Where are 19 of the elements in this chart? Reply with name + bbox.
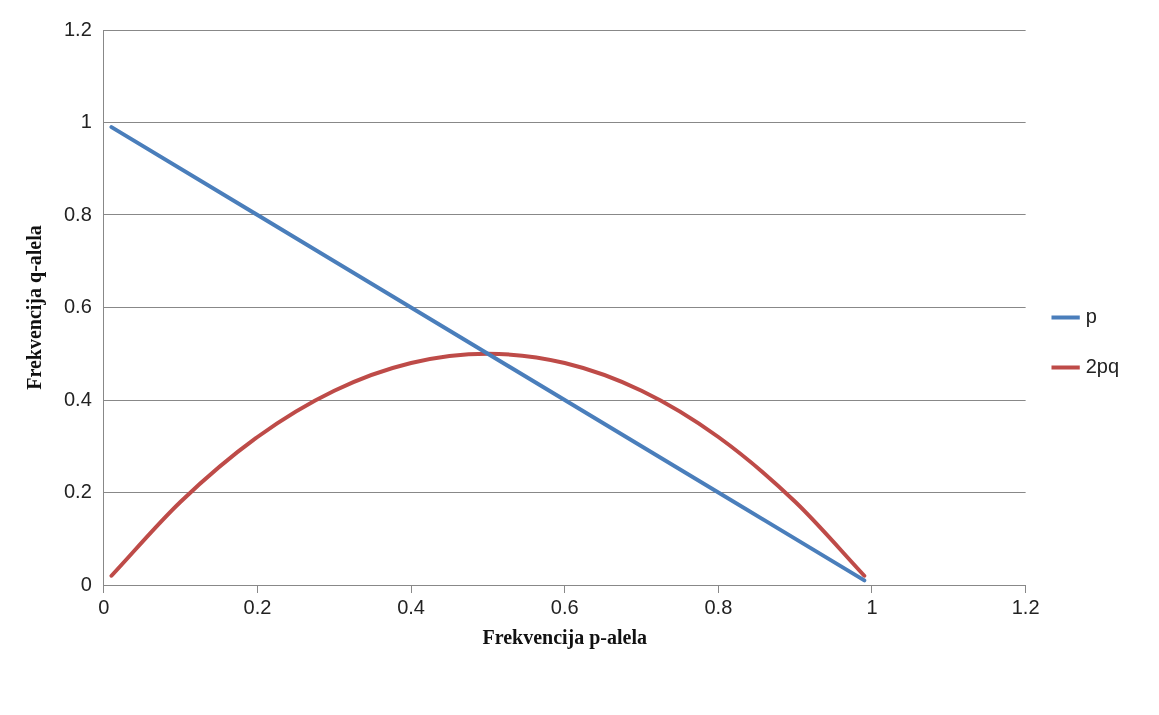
y-tick-label: 0 <box>80 572 92 595</box>
x-tick-label: 0.2 <box>243 595 272 618</box>
y-tick-label: 0.8 <box>63 202 92 225</box>
x-tick-label: 1 <box>866 595 878 618</box>
y-tick-label: 1 <box>80 110 92 133</box>
legend-label: 2pq <box>1085 355 1120 378</box>
y-tick-label: 0.6 <box>63 295 92 318</box>
y-tick-label: 1.2 <box>63 17 92 40</box>
line-series <box>109 351 867 578</box>
x-tick-label: 0.4 <box>397 595 425 618</box>
legend-label: p <box>1085 305 1097 328</box>
y-tick-label: 0.4 <box>63 387 92 410</box>
y-axis-title: Frekvencija q-alela <box>23 225 47 390</box>
x-tick-label: 0 <box>98 595 110 618</box>
x-tick-label: 0.6 <box>550 595 579 618</box>
x-tick-label: 1.2 <box>1011 595 1040 618</box>
y-tick-label: 0.2 <box>63 480 92 503</box>
x-tick-label: 0.8 <box>704 595 733 618</box>
x-axis-title: Frekvencija p-alela <box>482 626 648 650</box>
